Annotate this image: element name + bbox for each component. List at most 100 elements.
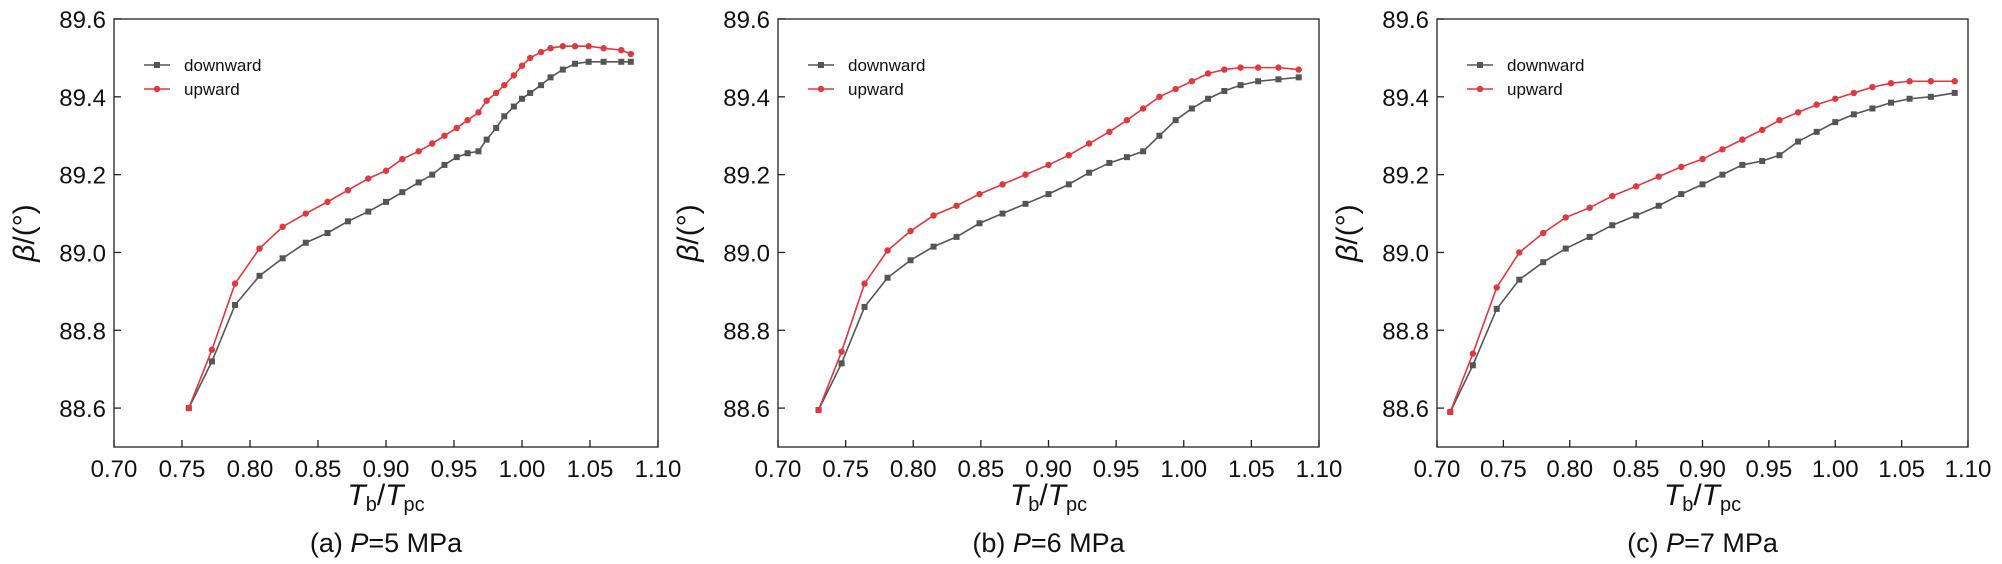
legend-label: upward [1507, 80, 1563, 99]
data-line [817, 66, 1299, 411]
data-point [1140, 148, 1147, 155]
legend-label: downward [184, 56, 262, 75]
data-point [953, 233, 960, 240]
data-point [1469, 362, 1476, 369]
plot-frame [113, 18, 659, 448]
data-point [1022, 171, 1029, 178]
data-point [1776, 152, 1783, 159]
data-point [1759, 158, 1766, 165]
x-axis-label-part: / [377, 479, 386, 512]
x-tick-label: 0.70 [1414, 456, 1461, 483]
x-tick-label: 0.80 [227, 456, 274, 483]
data-point [1065, 151, 1072, 159]
y-axis-label-part: /(°) [672, 204, 705, 244]
data-point [382, 167, 390, 174]
data-point [1906, 78, 1913, 85]
x-axis-label-part: pc [404, 494, 425, 516]
data-point [559, 66, 566, 73]
x-axis-label-part: T [1010, 479, 1031, 512]
data-point [1085, 140, 1093, 147]
data-point [884, 274, 891, 281]
data-point [1795, 138, 1802, 145]
data-point [585, 43, 592, 50]
data-point [1739, 161, 1746, 168]
data-line [188, 61, 631, 409]
data-line [1449, 80, 1955, 413]
data-point [907, 227, 914, 235]
data-point [1609, 192, 1616, 200]
data-point [365, 208, 372, 215]
data-point [1813, 128, 1820, 135]
data-point [1586, 233, 1593, 240]
panel-title-part: =5 MPa [368, 528, 463, 558]
data-point [1065, 181, 1072, 188]
legend-label: downward [848, 56, 926, 75]
plot-frame [777, 18, 1320, 448]
y-axis-label-part: /(°) [8, 204, 41, 244]
data-point [501, 81, 508, 89]
data-point [1655, 202, 1662, 209]
legend-marker [153, 85, 161, 93]
data-point [1540, 259, 1547, 266]
data-point [1204, 70, 1212, 77]
data-point [537, 48, 545, 56]
data-point [976, 190, 983, 198]
x-axis-label-part: T [385, 479, 406, 512]
panel-title: (c) P=7 MPa [1627, 528, 1779, 558]
data-line [1449, 92, 1955, 413]
data-point [1188, 78, 1196, 85]
legend-label: upward [848, 80, 904, 99]
data-point [1123, 154, 1130, 161]
data-point [1493, 284, 1500, 291]
y-tick-label: 89.6 [1382, 7, 1429, 34]
data-point [1045, 161, 1052, 169]
data-point [930, 212, 937, 219]
panel-title-part: P [1666, 528, 1684, 558]
x-tick-label: 0.80 [1546, 456, 1593, 483]
panel-title: (a) P=5 MPa [310, 528, 463, 558]
y-tick-label: 89.2 [59, 163, 106, 190]
data-point [538, 82, 545, 89]
data-point [1887, 80, 1895, 87]
x-axis-label: Tb/Tpc [347, 479, 424, 516]
y-tick-label: 89.0 [723, 240, 770, 267]
x-tick-label: 0.85 [958, 456, 1005, 483]
y-tick-label: 89.0 [59, 240, 106, 267]
x-tick-label: 0.75 [1480, 456, 1527, 483]
data-point [1540, 229, 1547, 237]
x-tick-label: 1.10 [1296, 456, 1343, 483]
y-tick-label: 89.4 [59, 85, 106, 112]
y-axis-label: β/(°) [672, 204, 705, 262]
data-point [1951, 78, 1958, 85]
data-point [527, 89, 534, 96]
y-tick-label: 89.2 [1382, 163, 1429, 190]
data-point [453, 154, 460, 161]
panel-title: (b) P=6 MPa [972, 528, 1125, 558]
data-point [232, 301, 239, 308]
data-point [571, 43, 579, 50]
x-axis-label-part: / [1039, 479, 1048, 512]
data-point [1655, 173, 1662, 180]
data-point [302, 210, 309, 217]
y-tick-label: 88.6 [1382, 396, 1429, 423]
data-point [1678, 191, 1685, 198]
data-point [429, 140, 436, 147]
data-point [1045, 191, 1052, 198]
data-point [1719, 146, 1726, 153]
data-point [302, 239, 309, 246]
data-point [1106, 128, 1113, 136]
data-point [976, 220, 983, 227]
data-point [185, 404, 192, 412]
x-tick-label: 1.05 [567, 456, 614, 483]
x-axis-label-part: pc [1720, 494, 1741, 516]
x-axis-label-part: T [1702, 479, 1723, 512]
data-line [817, 76, 1299, 411]
data-point [1237, 82, 1244, 89]
data-point [519, 95, 525, 102]
data-point [838, 360, 845, 367]
y-axis-label-part: /(°) [1331, 204, 1364, 244]
x-tick-label: 0.70 [755, 456, 802, 483]
data-point [1493, 305, 1500, 312]
data-point [953, 202, 960, 209]
data-point [547, 74, 554, 81]
